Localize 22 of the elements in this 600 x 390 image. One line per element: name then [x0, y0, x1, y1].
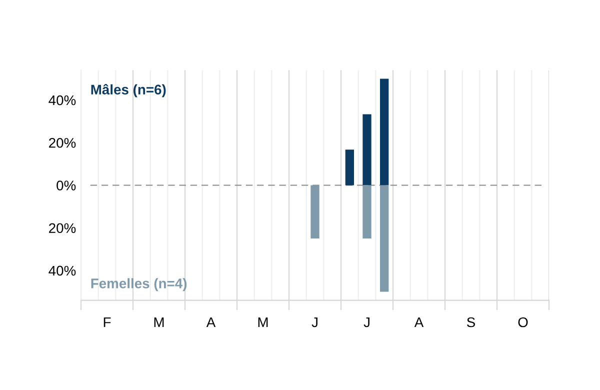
y-tick-label: 0%	[56, 180, 76, 190]
text: Femelles (n=4)	[91, 278, 187, 292]
x-tick-label: J	[364, 317, 370, 328]
y-tick-label: 20%	[49, 138, 76, 148]
x-tick-label: A	[206, 317, 216, 328]
bar	[380, 78, 389, 186]
bar	[362, 114, 372, 186]
bar	[362, 185, 372, 239]
x-tick-label: O	[518, 317, 528, 328]
bar	[380, 185, 389, 292]
x-tick-label: A	[414, 317, 424, 328]
x-tick-label: M	[258, 317, 268, 328]
y-tick-label: 40%	[48, 266, 76, 276]
bar	[310, 185, 320, 239]
x-tick-label: J	[312, 317, 318, 328]
y-tick-label: 20%	[49, 223, 76, 234]
bar	[345, 150, 354, 186]
x-tick-label: F	[104, 317, 111, 328]
y-tick-label: 40%	[48, 95, 76, 106]
x-tick-label: M	[154, 317, 164, 328]
x-tick-label: S	[467, 317, 475, 328]
text: Mâles (n=6)	[91, 84, 166, 98]
